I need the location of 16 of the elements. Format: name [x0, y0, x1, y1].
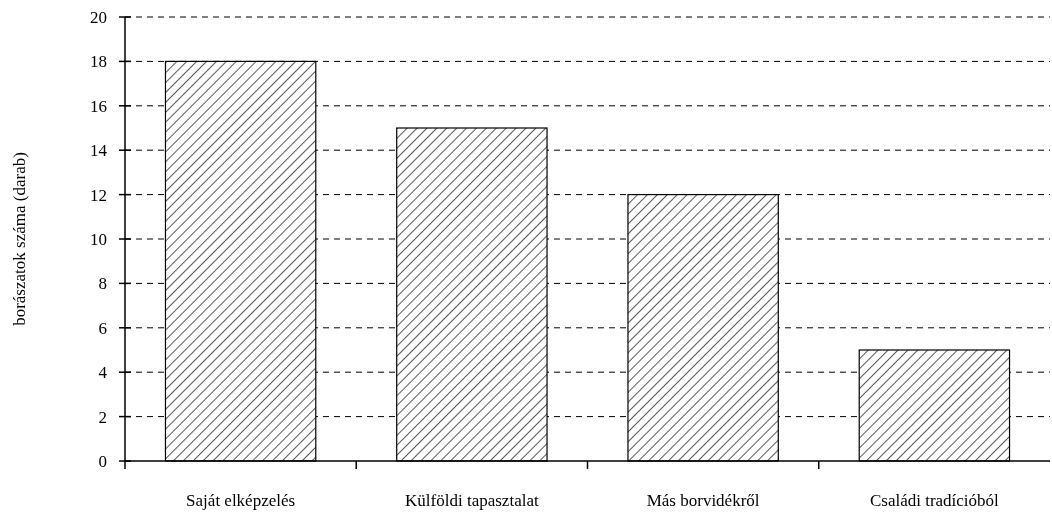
x-tick-label: Családi tradícióból: [869, 491, 1000, 510]
y-tick-label: 2: [98, 407, 107, 427]
y-tick-label: 12: [90, 185, 107, 205]
y-tick-label: 6: [98, 318, 107, 338]
y-axis-title: borászatok száma (darab): [10, 152, 29, 326]
x-tick-label: Más borvidékről: [646, 491, 760, 510]
y-tick-label: 10: [90, 229, 107, 249]
y-tick-label: 4: [98, 363, 108, 383]
x-tick-label: Külföldi tapasztalat: [405, 491, 539, 510]
y-tick-label: 0: [98, 451, 107, 471]
y-tick-label: 18: [90, 52, 107, 72]
y-tick-label: 16: [90, 96, 107, 116]
x-tick-label: Saját elképzelés: [186, 491, 296, 510]
y-tick-label: 8: [98, 274, 107, 294]
y-tick-label: 14: [90, 141, 108, 161]
y-tick-label: 20: [90, 7, 107, 27]
